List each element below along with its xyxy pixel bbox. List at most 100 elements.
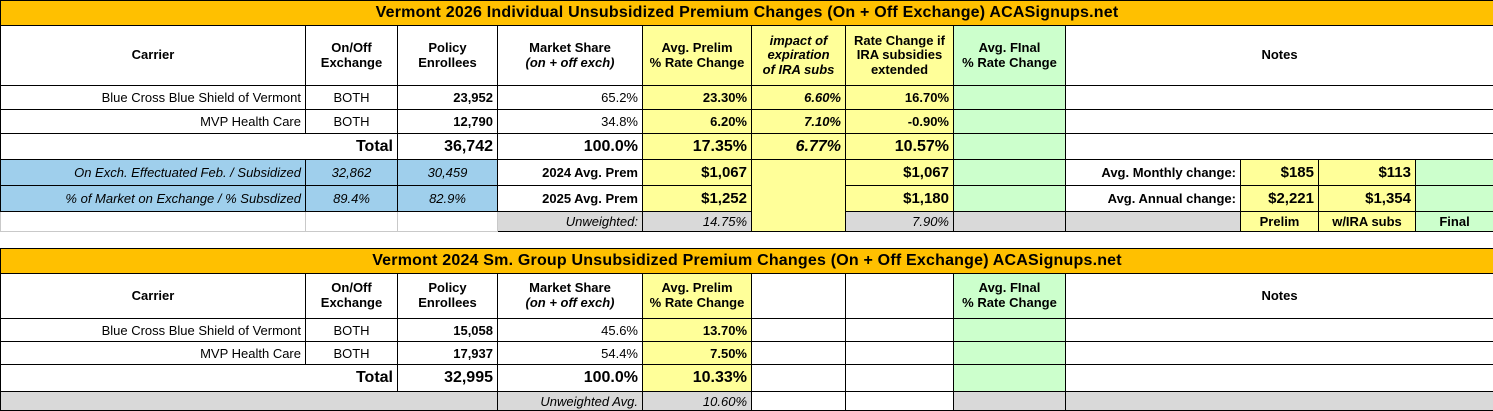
market-share-cell: 54.4% [498, 342, 643, 365]
total-prelim-rate: 10.33% [643, 365, 752, 392]
annual-change-final [1416, 186, 1493, 212]
market-share-label: Market Share [529, 280, 611, 295]
legend-final: Final [1416, 212, 1493, 232]
market-share-cell: 34.8% [498, 110, 643, 134]
carrier-name: MVP Health Care [1, 110, 306, 134]
total-final-rate [954, 134, 1066, 160]
empty-gray-cell [1, 392, 498, 411]
empty-cell [1, 212, 306, 232]
unweighted-final [954, 392, 1066, 411]
table-title: Vermont 2024 Sm. Group Unsubsidized Prem… [1, 249, 1493, 274]
empty-gray-notes-cell [1066, 392, 1493, 411]
carrier-name: MVP Health Care [1, 342, 306, 365]
avg-prem-2024-prelim: $1,067 [643, 160, 752, 186]
avg-prem-2025-prelim: $1,252 [643, 186, 752, 212]
notes-cell [1066, 134, 1493, 160]
market-share-sublabel: (on + off exch) [526, 55, 615, 70]
col-header-onoff-exchange: On/Off Exchange [306, 274, 398, 319]
notes-cell [1066, 319, 1493, 342]
pct-on-exchange-row: % of Market on Exchange / % Subsdized 89… [1, 186, 1493, 212]
subsidized-value: 30,459 [398, 160, 498, 186]
total-ira-extended: 10.57% [846, 134, 954, 160]
exchange-cell: BOTH [306, 86, 398, 110]
unweighted-row: Unweighted: 14.75% 7.90% Prelim w/IRA su… [1, 212, 1493, 232]
empty-gray-cell [1066, 212, 1241, 232]
ira-extended-cell: 16.70% [846, 86, 954, 110]
header-row: Carrier On/Off Exchange Policy Enrollees… [1, 274, 1493, 319]
row-label: % of Market on Exchange / % Subsdized [1, 186, 306, 212]
empty-cell [846, 319, 954, 342]
table-title-row: Vermont 2024 Sm. Group Unsubsidized Prem… [1, 249, 1493, 274]
empty-cell [752, 342, 846, 365]
table-title: Vermont 2026 Individual Unsubsidized Pre… [1, 1, 1493, 26]
col-header-ira-extended: Rate Change if IRA subsidies extended [846, 26, 954, 86]
final-rate-cell [954, 342, 1066, 365]
total-row: Total 32,995 100.0% 10.33% [1, 365, 1493, 392]
total-final-rate [954, 365, 1066, 392]
empty-cell [752, 392, 846, 411]
enrollees-cell: 15,058 [398, 319, 498, 342]
col-header-carrier: Carrier [1, 274, 306, 319]
market-share-cell: 65.2% [498, 86, 643, 110]
col-header-avg-final: Avg. FInal % Rate Change [954, 274, 1066, 319]
total-ira-impact: 6.77% [752, 134, 846, 160]
unweighted-prelim: 14.75% [643, 212, 752, 232]
market-share-cell: 45.6% [498, 319, 643, 342]
carrier-row-bcbs: Blue Cross Blue Shield of Vermont BOTH 2… [1, 86, 1493, 110]
pct-subsidized-value: 82.9% [398, 186, 498, 212]
empty-cell [752, 319, 846, 342]
total-market-share: 100.0% [498, 134, 643, 160]
notes-cell [1066, 342, 1493, 365]
effectuated-value: 32,862 [306, 160, 398, 186]
final-rate-cell [954, 186, 1066, 212]
unweighted-ira: 7.90% [846, 212, 954, 232]
notes-cell [1066, 365, 1493, 392]
empty-header-cell [846, 274, 954, 319]
empty-cell [846, 392, 954, 411]
empty-cell [846, 342, 954, 365]
monthly-change-prelim: $185 [1241, 160, 1319, 186]
enrollees-cell: 23,952 [398, 86, 498, 110]
empty-cell [306, 212, 398, 232]
empty-cell [752, 365, 846, 392]
monthly-change-final [1416, 160, 1493, 186]
header-row: Carrier On/Off Exchange Policy Enrollees… [1, 26, 1493, 86]
col-header-market-share: Market Share(on + off exch) [498, 274, 643, 319]
prelim-rate-cell: 13.70% [643, 319, 752, 342]
total-market-share: 100.0% [498, 365, 643, 392]
enrollees-cell: 12,790 [398, 110, 498, 134]
carrier-name: Blue Cross Blue Shield of Vermont [1, 86, 306, 110]
total-label: Total [1, 134, 398, 160]
exchange-cell: BOTH [306, 110, 398, 134]
exchange-cell: BOTH [306, 319, 398, 342]
exchange-cell: BOTH [306, 342, 398, 365]
col-header-policy-enrollees: Policy Enrollees [398, 274, 498, 319]
col-header-market-share: Market Share(on + off exch) [498, 26, 643, 86]
carrier-name: Blue Cross Blue Shield of Vermont [1, 319, 306, 342]
avg-prem-2024-label: 2024 Avg. Prem [498, 160, 643, 186]
col-header-notes: Notes [1066, 274, 1493, 319]
ira-impact-cell: 6.60% [752, 86, 846, 110]
prelim-rate-cell: 23.30% [643, 86, 752, 110]
ira-extended-cell: -0.90% [846, 110, 954, 134]
notes-cell [1066, 86, 1493, 110]
ira-impact-merged-cell [752, 160, 846, 232]
col-header-notes: Notes [1066, 26, 1493, 86]
avg-annual-change-label: Avg. Annual change: [1066, 186, 1241, 212]
market-share-label: Market Share [529, 40, 611, 55]
col-header-carrier: Carrier [1, 26, 306, 86]
legend-w-ira-subs: w/IRA subs [1319, 212, 1416, 232]
total-enrollees: 36,742 [398, 134, 498, 160]
row-label: On Exch. Effectuated Feb. / Subsidized [1, 160, 306, 186]
final-rate-cell [954, 110, 1066, 134]
unweighted-row: Unweighted Avg. 10.60% [1, 392, 1493, 411]
individual-premium-table: Vermont 2026 Individual Unsubsidized Pre… [0, 0, 1493, 232]
col-header-policy-enrollees: Policy Enrollees [398, 26, 498, 86]
notes-cell [1066, 110, 1493, 134]
total-row: Total 36,742 100.0% 17.35% 6.77% 10.57% [1, 134, 1493, 160]
avg-monthly-change-label: Avg. Monthly change: [1066, 160, 1241, 186]
carrier-row-bcbs: Blue Cross Blue Shield of Vermont BOTH 1… [1, 319, 1493, 342]
final-rate-cell [954, 319, 1066, 342]
col-header-avg-prelim: Avg. Prelim % Rate Change [643, 26, 752, 86]
col-header-onoff-exchange: On/Off Exchange [306, 26, 398, 86]
